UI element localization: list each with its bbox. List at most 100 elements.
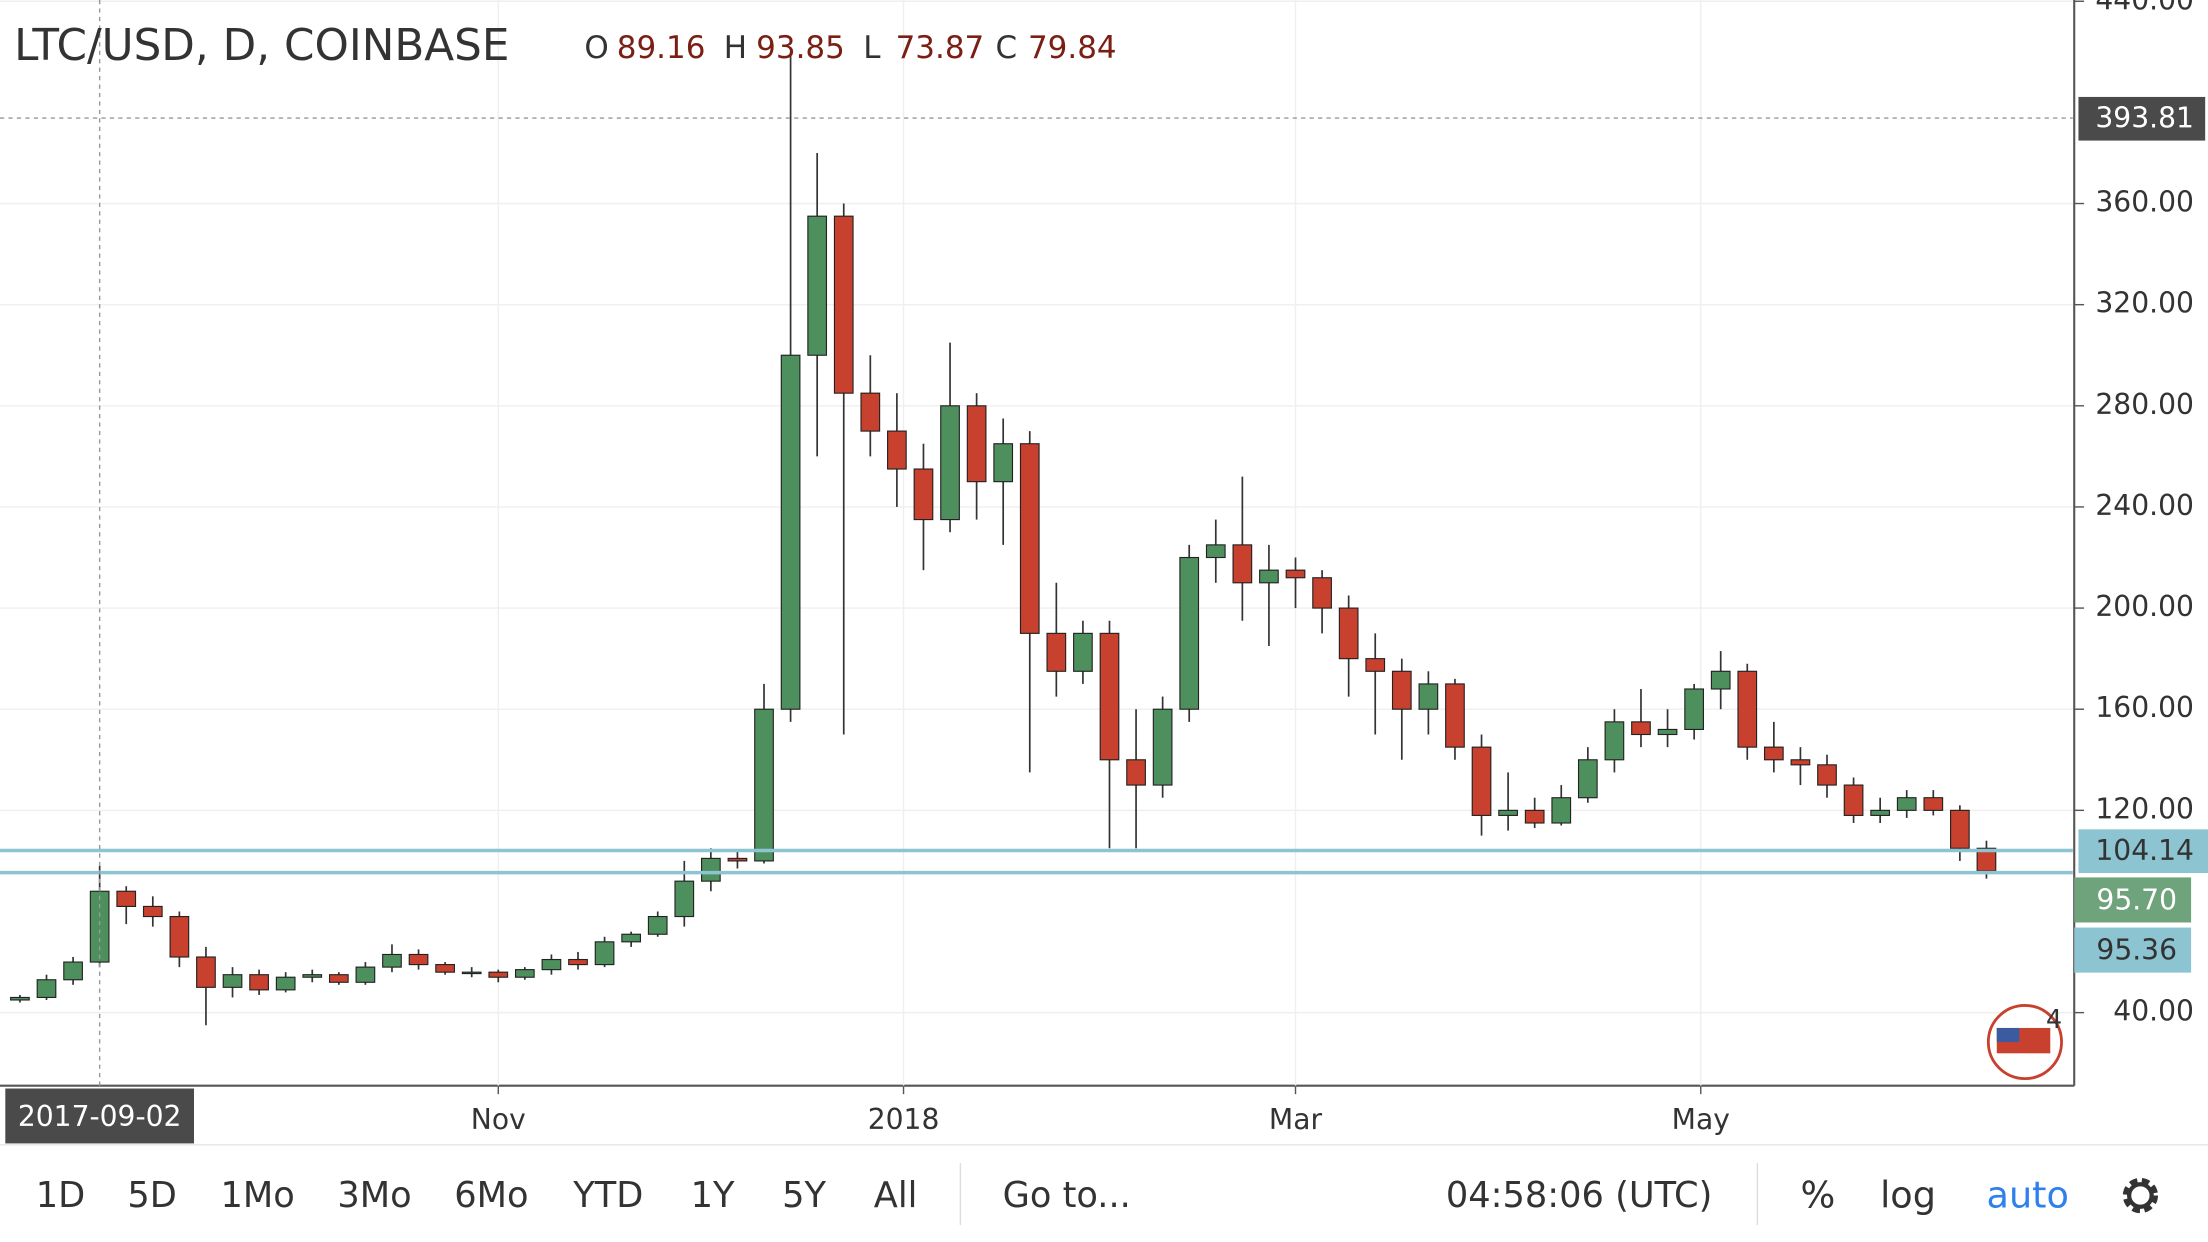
ohlc-key: H: [724, 30, 747, 66]
candle-body: [1551, 797, 1572, 824]
ohlc-key: L: [863, 30, 881, 66]
candle-body: [514, 969, 535, 978]
x-tick-label: Mar: [1269, 1103, 1323, 1136]
gear-icon[interactable]: [2122, 1177, 2159, 1214]
candle-body: [1604, 721, 1625, 761]
candle-body: [1471, 746, 1492, 816]
candle-body: [1046, 632, 1067, 672]
ohlc-value: 93.85: [756, 30, 845, 66]
y-tick-label: 160.00: [2095, 691, 2194, 724]
candle-body: [1498, 809, 1518, 816]
y-tick-label: 320.00: [2095, 287, 2194, 320]
range-button[interactable]: 1D: [36, 1175, 85, 1216]
overlay: [0, 0, 2073, 1086]
candle-body: [1312, 577, 1332, 609]
range-button[interactable]: 6Mo: [454, 1175, 528, 1216]
candle-body: [860, 392, 881, 432]
events-badge[interactable]: 4: [1986, 1004, 2063, 1081]
range-button[interactable]: 5Y: [782, 1175, 826, 1216]
candle-body: [196, 956, 216, 988]
candle-body: [275, 976, 296, 991]
candle-body: [1896, 797, 1917, 811]
y-tick-label: 280.00: [2095, 388, 2194, 421]
candle-body: [780, 354, 801, 710]
candle-body: [142, 905, 163, 918]
price-line-label: 104.14: [2095, 834, 2194, 867]
candle-body: [1445, 683, 1465, 748]
ohlc-value: 89.16: [617, 30, 706, 66]
x-tick-label: 2018: [868, 1103, 940, 1136]
candle-body: [1205, 544, 1226, 559]
x-tick-label: May: [1672, 1103, 1730, 1136]
y-tick-label: 360.00: [2095, 186, 2194, 219]
candle-body: [435, 964, 455, 973]
candle-body: [1099, 632, 1120, 761]
range-button[interactable]: YTD: [572, 1175, 643, 1216]
candle-body: [993, 443, 1014, 483]
candle-body: [727, 857, 748, 862]
candle-body: [488, 971, 509, 978]
candle-body: [1657, 728, 1678, 736]
price-line-label: 95.36: [2096, 934, 2177, 967]
candle-body: [1577, 759, 1598, 799]
candle-body: [249, 974, 269, 991]
candle-body: [541, 958, 562, 971]
ohlc-value: 73.87: [896, 30, 985, 66]
range-button[interactable]: 3Mo: [337, 1175, 411, 1216]
goto-button[interactable]: Go to...: [1003, 1175, 1131, 1216]
candle-body: [1126, 759, 1146, 786]
candle-body: [1524, 809, 1545, 824]
candle-body: [355, 966, 376, 983]
crosshair-x-box: [5, 1088, 195, 1144]
candle-body: [1843, 784, 1864, 816]
candle-body: [1232, 544, 1253, 584]
chart-title: LTC/USD, D, COINBASE: [14, 20, 509, 71]
gear-teeth: [2122, 1177, 2159, 1214]
x-tick-label: Nov: [471, 1103, 526, 1136]
candle-body: [674, 880, 695, 918]
candle-body: [408, 953, 429, 966]
candle-body: [647, 915, 668, 935]
candle-body: [1763, 746, 1784, 761]
candle-body: [1684, 688, 1704, 731]
y-tick-label: 120.00: [2095, 792, 2194, 825]
candle-body: [328, 974, 349, 983]
y-tick-label: 200.00: [2095, 590, 2194, 623]
candle-body: [568, 958, 588, 966]
candle-body: [302, 974, 323, 978]
crosshair-x-label: 2017-09-02: [18, 1100, 182, 1133]
candle-body: [1870, 809, 1891, 816]
scale-option[interactable]: %: [1801, 1173, 1836, 1216]
candle-body: [116, 890, 137, 907]
candle-body: [1285, 569, 1306, 579]
candle-body: [63, 961, 83, 981]
range-button[interactable]: 5D: [127, 1175, 176, 1216]
candle-body: [1418, 683, 1439, 710]
scale-option[interactable]: log: [1880, 1173, 1936, 1216]
candle-body: [1790, 759, 1811, 766]
candle-body: [1950, 809, 1970, 849]
candle-body: [701, 857, 721, 882]
candle-body: [1019, 443, 1040, 634]
scale-option[interactable]: auto: [1987, 1173, 2069, 1216]
ohlc-key: C: [996, 30, 1018, 66]
range-button[interactable]: 1Mo: [221, 1175, 295, 1216]
ohlc-value: 79.84: [1028, 30, 1117, 66]
candle-body: [1152, 708, 1173, 786]
candle-body: [1391, 670, 1412, 710]
range-button[interactable]: All: [874, 1175, 918, 1216]
clock: 04:58:06 (UTC): [1446, 1175, 1712, 1216]
candle-body: [833, 215, 854, 394]
candle-body: [754, 708, 774, 862]
candle-body: [1923, 797, 1944, 811]
candle-body: [1179, 556, 1200, 710]
candle-body: [1365, 658, 1386, 672]
candle-body: [966, 405, 987, 483]
candle-body: [461, 971, 482, 975]
candle-body: [807, 215, 828, 356]
candle-body: [1710, 670, 1731, 690]
price-line-box: [2078, 829, 2208, 873]
candle-body: [621, 933, 642, 943]
range-button[interactable]: 1Y: [691, 1175, 735, 1216]
